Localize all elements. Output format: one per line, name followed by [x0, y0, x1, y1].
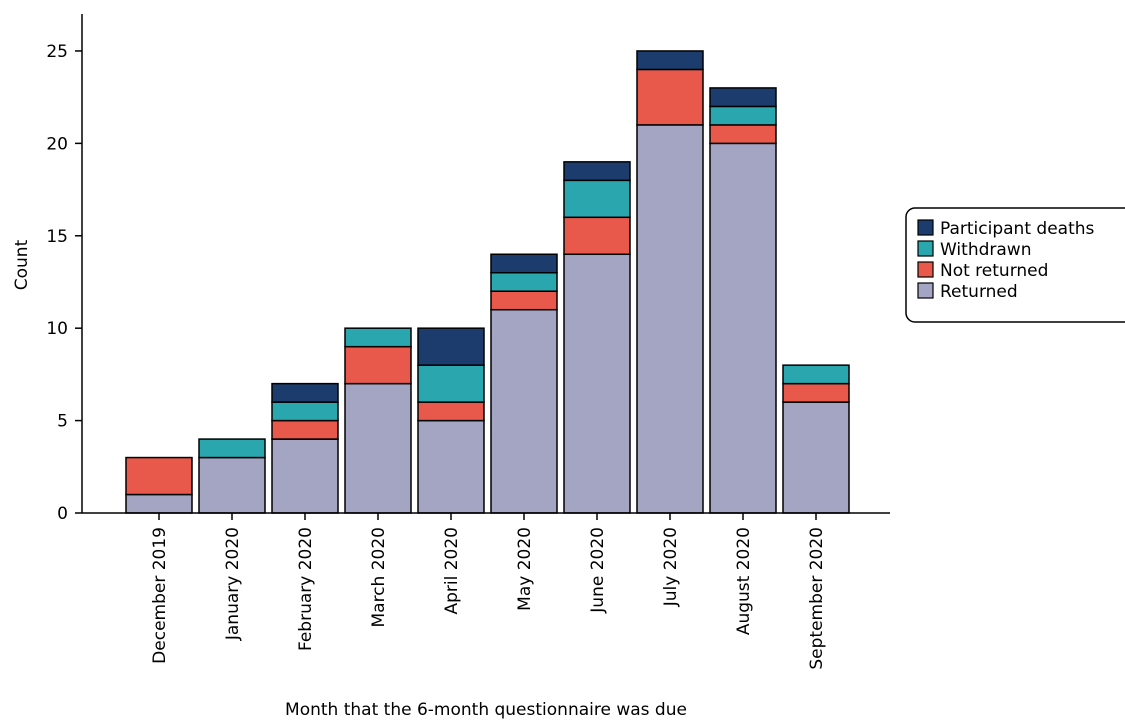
x-tick-label: January 2020 [223, 527, 243, 641]
legend-swatch [917, 261, 934, 278]
bar-segment [271, 438, 339, 514]
bar-segment [490, 308, 558, 514]
bar-segment [271, 401, 339, 422]
x-tick-label: June 2020 [588, 527, 608, 614]
y-tick-label: 0 [57, 504, 68, 524]
x-tick-label: March 2020 [369, 527, 389, 628]
bar-segment [271, 382, 339, 403]
bar-segment [782, 382, 850, 403]
bar-segment [417, 364, 485, 403]
x-axis-ticks: December 2019 January 2020 February 2020 Ma… [150, 513, 827, 670]
bar-segment [636, 124, 704, 514]
bar-segment [490, 290, 558, 311]
bar-segment [344, 382, 412, 514]
bar-segment [563, 216, 631, 256]
bar-segment [344, 345, 412, 385]
x-tick-label: May 2020 [515, 527, 535, 611]
y-axis-ticks: 0 5 10 15 20 25 [46, 42, 82, 524]
x-tick-label: September 2020 [807, 527, 827, 670]
legend-swatch [917, 219, 934, 236]
bar-segment [271, 419, 339, 440]
bar-segment [417, 419, 485, 514]
x-axis-title: Month that the 6-month questionnaire was… [285, 700, 687, 720]
bar-segment [125, 493, 193, 514]
x-tick-label: August 2020 [734, 527, 754, 635]
bar-segment [125, 456, 193, 496]
bar-segment [782, 401, 850, 514]
bar-segment [490, 271, 558, 292]
bars-layer [125, 50, 850, 514]
bar-segment [563, 161, 631, 182]
bar-segment [490, 253, 558, 274]
bar-segment [636, 68, 704, 126]
x-tick-label: February 2020 [296, 527, 316, 651]
bar-segment [563, 179, 631, 219]
legend-label: Withdrawn [940, 240, 1031, 260]
bar-segment [563, 253, 631, 514]
y-tick-label: 5 [57, 412, 68, 432]
y-axis-title: Count [12, 239, 32, 290]
bar-segment [417, 401, 485, 422]
x-tick-label: July 2020 [661, 527, 681, 607]
bar-segment [709, 124, 777, 145]
bar-segment [636, 50, 704, 71]
y-tick-label: 10 [46, 319, 68, 339]
y-tick-label: 15 [46, 227, 68, 247]
legend-swatch [917, 240, 934, 257]
bar-segment [417, 327, 485, 366]
y-tick-label: 25 [46, 42, 68, 62]
bar-segment [198, 456, 266, 514]
bar-segment [344, 327, 412, 348]
legend-label: Participant deaths [940, 219, 1095, 239]
legend-label: Returned [940, 282, 1018, 302]
bar-segment [709, 142, 777, 514]
bar-segment [782, 364, 850, 385]
y-tick-label: 20 [46, 134, 68, 154]
legend-swatch [917, 282, 934, 299]
bar-segment [709, 87, 777, 108]
bar-segment [709, 105, 777, 126]
bar-segment [198, 438, 266, 459]
x-tick-label: December 2019 [150, 527, 170, 664]
x-tick-label: April 2020 [442, 527, 462, 615]
legend-label: Not returned [940, 261, 1048, 281]
legend-frame [905, 207, 1125, 323]
